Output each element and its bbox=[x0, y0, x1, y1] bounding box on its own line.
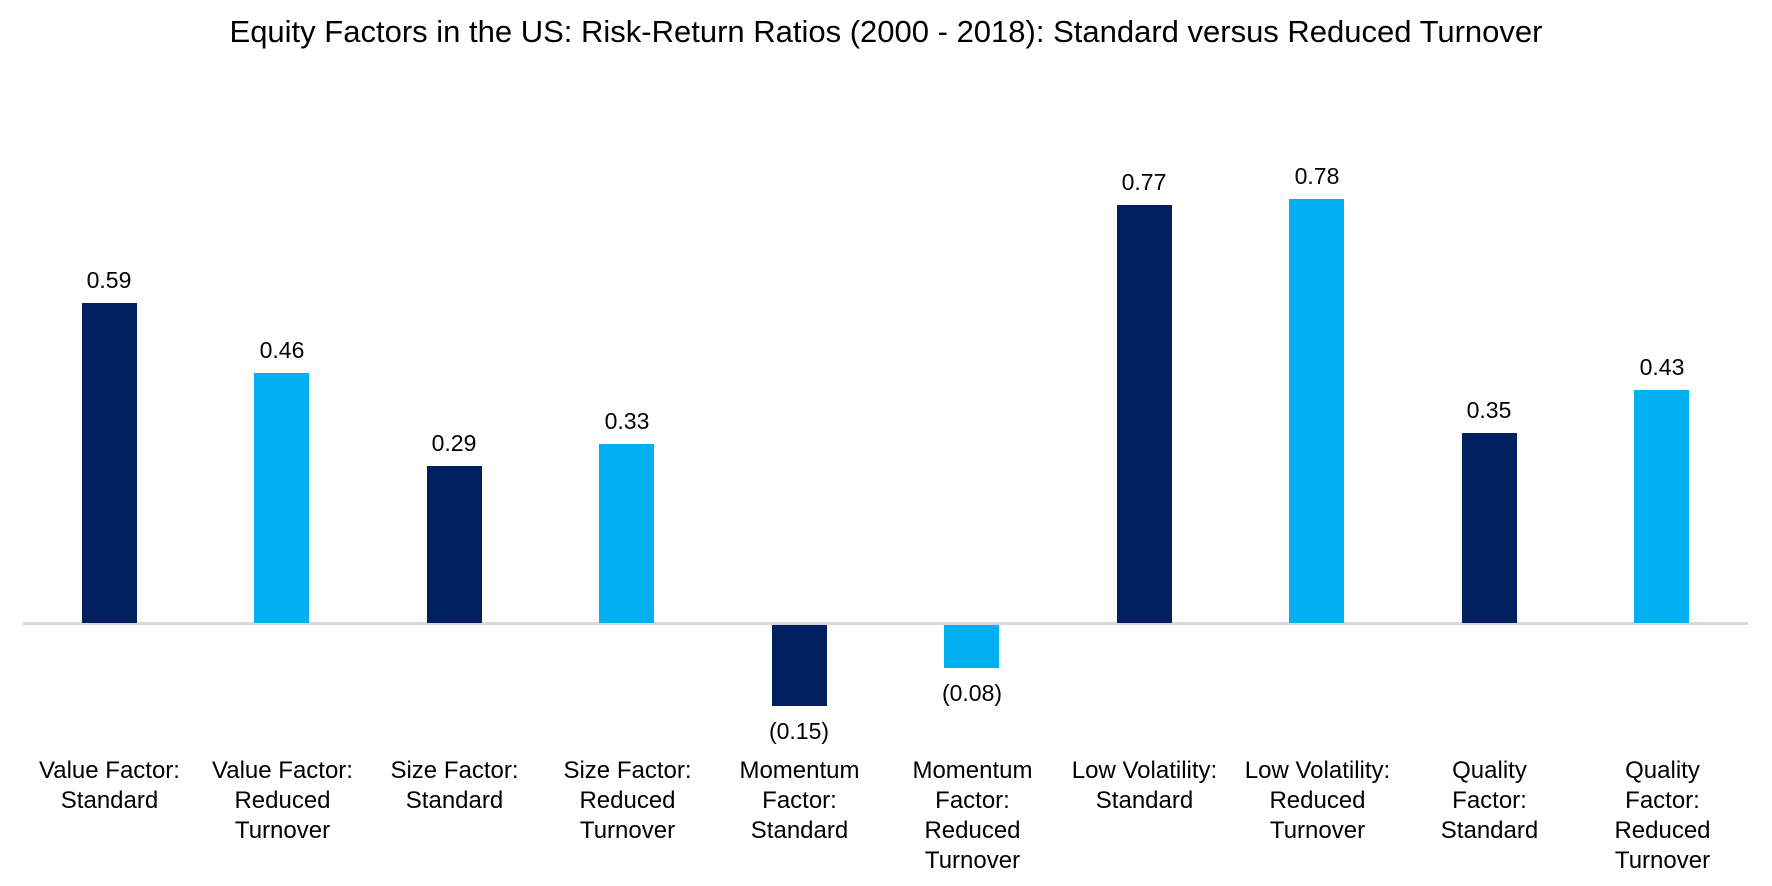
bar bbox=[1117, 205, 1172, 623]
category-label: Low Volatility: Reduced Turnover bbox=[1244, 757, 1391, 844]
bar-value-label: 0.43 bbox=[1639, 354, 1685, 380]
category-label: Size Factor: Reduced Turnover bbox=[563, 757, 692, 844]
bar bbox=[1462, 433, 1517, 623]
bar-value-label: 0.59 bbox=[86, 267, 132, 293]
bar bbox=[944, 625, 999, 668]
category-label: Size Factor: Standard bbox=[390, 757, 519, 814]
bar-value-label: 0.35 bbox=[1466, 397, 1512, 423]
category-label: Momentum Factor: Reduced Turnover bbox=[912, 757, 1033, 874]
bar-value-label: 0.46 bbox=[259, 337, 305, 363]
bar-value-label: 0.78 bbox=[1294, 163, 1340, 189]
bar bbox=[1289, 199, 1344, 623]
bar-value-label: 0.77 bbox=[1121, 169, 1167, 195]
bar-value-label: 0.33 bbox=[604, 408, 650, 434]
category-label: Quality Factor: Standard bbox=[1440, 757, 1539, 844]
bar-value-label: 0.29 bbox=[431, 430, 477, 456]
category-label: Low Volatility: Standard bbox=[1071, 757, 1218, 814]
x-axis-line bbox=[23, 622, 1748, 625]
chart-title: Equity Factors in the US: Risk-Return Ra… bbox=[229, 14, 1543, 49]
category-label: Quality Factor: Reduced Turnover bbox=[1614, 757, 1711, 874]
bar bbox=[599, 444, 654, 623]
category-label: Value Factor: Standard bbox=[39, 757, 180, 814]
category-label: Value Factor: Reduced Turnover bbox=[212, 757, 353, 844]
bar bbox=[772, 625, 827, 706]
bar-value-label: (0.15) bbox=[768, 718, 830, 744]
bar bbox=[82, 303, 137, 623]
category-label: Momentum Factor: Standard bbox=[739, 757, 860, 844]
bar bbox=[254, 373, 309, 623]
bar-value-label: (0.08) bbox=[941, 680, 1003, 706]
bar bbox=[1634, 390, 1689, 623]
bar bbox=[427, 466, 482, 623]
